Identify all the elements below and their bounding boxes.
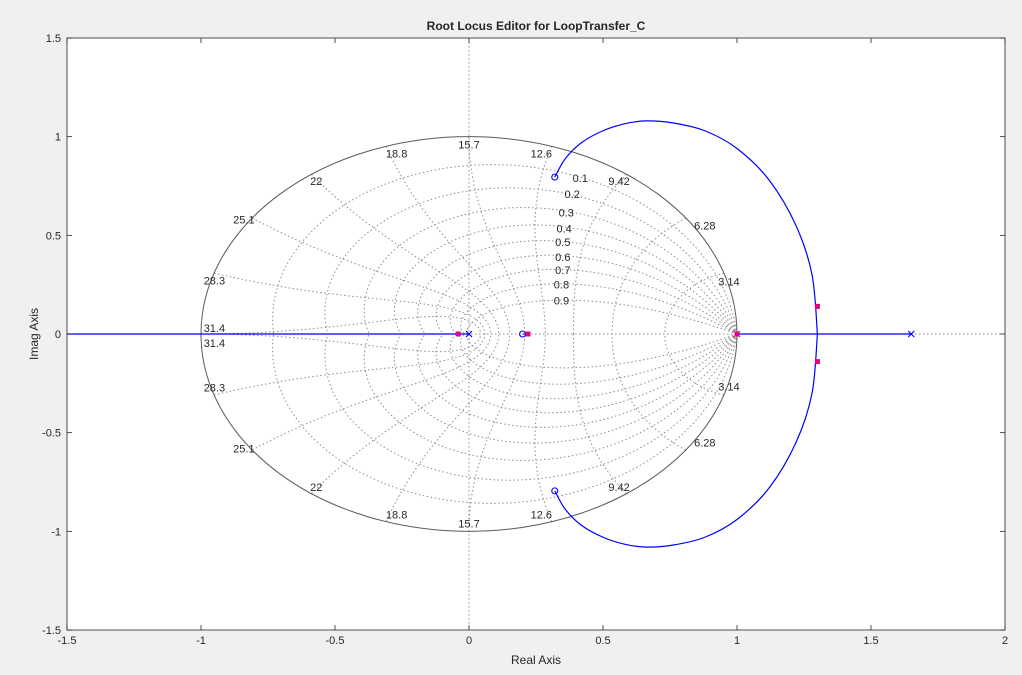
grid-label-layer: 0.1 0.2 0.3 0.4 0.5 0.60.7 0.8 0.9 3.14 3.14 6.28 6… (204, 140, 740, 531)
y-axis-label: Imag Axis (27, 308, 41, 360)
damping-curve-lower (466, 333, 738, 369)
natural-frequency-label: 6.28 (694, 220, 715, 232)
natural-frequency-label: 15.7 (458, 140, 479, 152)
natural-frequency-curve-upper (468, 136, 526, 335)
x-tick-label: -1.5 (58, 635, 77, 647)
damping-curve-upper (466, 299, 738, 335)
natural-frequency-label: 6.28 (694, 438, 715, 450)
natural-frequency-label: 15.7 (458, 518, 479, 530)
zero-marker (551, 487, 559, 495)
damping-curve-upper (393, 224, 738, 335)
x-tick-label: 1 (734, 635, 740, 647)
natural-frequency-curve-upper (311, 173, 500, 335)
closed-loop-pole-marker (455, 331, 461, 337)
damping-curve-upper (324, 187, 738, 335)
damping-label: 0.3 (559, 208, 574, 220)
y-tick-label: 1 (55, 132, 61, 144)
damping-curve-lower (435, 333, 738, 414)
marker-layer (455, 173, 915, 495)
damping-curve-lower (363, 333, 738, 461)
locus-layer (67, 120, 912, 548)
damping-curve-upper (363, 207, 738, 335)
natural-frequency-label: 22 (310, 176, 322, 188)
pole-marker-stroke (907, 330, 915, 338)
natural-frequency-label: 31.4 (204, 323, 225, 335)
natural-frequency-label: 18.8 (386, 510, 407, 522)
damping-curve-lower (393, 333, 738, 444)
damping-curve-upper (435, 254, 738, 335)
natural-frequency-curve-lower (534, 333, 553, 522)
natural-frequency-curve-lower (572, 333, 627, 494)
damping-curve-lower (460, 333, 738, 385)
natural-frequency-label: 3.14 (718, 381, 739, 393)
locus-branch (554, 333, 818, 548)
natural-frequency-label: 22 (310, 482, 322, 494)
closed-loop-pole-marker (814, 303, 820, 309)
natural-frequency-curve-lower (468, 333, 526, 532)
closed-loop-pole-marker (814, 359, 820, 365)
natural-frequency-label: 18.8 (386, 148, 407, 160)
natural-frequency-curve-upper (664, 272, 725, 335)
natural-frequency-label: 28.3 (204, 382, 225, 394)
damping-label: 0.2 (565, 189, 580, 201)
tick-layer: -1.5 -1 -0.5 0 0.5 1 1.5 2 1.5 1 0.5 0 -0.5 -1 -1.5 (42, 33, 1008, 647)
damping-curve-lower (449, 333, 738, 400)
x-tick-label: 0.5 (595, 635, 610, 647)
natural-frequency-curve-upper (611, 217, 687, 335)
natural-frequency-curve-lower (664, 333, 725, 396)
damping-curve-upper (460, 283, 738, 335)
pole-marker-stroke (465, 330, 473, 338)
pole-marker (465, 330, 473, 338)
natural-frequency-label: 31.4 (204, 338, 225, 350)
natural-frequency-label: 9.42 (608, 482, 629, 494)
natural-frequency-curve-upper (385, 146, 511, 335)
chart-title: Root Locus Editor for LoopTransfer_C (427, 19, 646, 33)
y-tick-label: -1.5 (42, 625, 61, 637)
natural-frequency-curve-lower (311, 333, 500, 495)
x-axis-label: Real Axis (511, 653, 561, 667)
natural-frequency-label: 3.14 (718, 277, 739, 289)
natural-frequency-label: 12.6 (531, 148, 552, 160)
damping-curve-upper (449, 268, 738, 335)
natural-frequency-curve-upper (534, 146, 553, 335)
natural-frequency-label: 9.42 (608, 176, 629, 188)
natural-frequency-curve-upper (572, 174, 627, 335)
damping-label: 0.5 (555, 237, 570, 249)
x-tick-label: -0.5 (326, 635, 345, 647)
y-tick-label: 0.5 (46, 230, 61, 242)
locus-branch (554, 120, 818, 335)
damping-label: 0.1 (573, 173, 588, 185)
x-tick-label: 2 (1002, 635, 1008, 647)
damping-label: 0.7 (555, 265, 570, 277)
y-tick-label: 0 (55, 329, 61, 341)
damping-label: 0.6 (555, 252, 570, 264)
y-tick-label: -0.5 (42, 428, 61, 440)
natural-frequency-label: 25.1 (233, 215, 254, 227)
damping-label: 0.8 (554, 280, 569, 292)
damping-label: 0.4 (556, 223, 571, 235)
y-tick-label: 1.5 (46, 33, 61, 45)
pole-marker (907, 330, 915, 338)
damping-label: 0.9 (554, 295, 569, 307)
y-tick-label: -1 (51, 526, 61, 538)
damping-curve-lower (324, 333, 738, 481)
natural-frequency-label: 25.1 (233, 443, 254, 455)
x-tick-label: 0 (466, 635, 472, 647)
closed-loop-pole-marker (734, 331, 740, 337)
x-tick-label: -1 (196, 635, 206, 647)
natural-frequency-curve-lower (611, 333, 687, 451)
zero-marker (551, 173, 559, 181)
natural-frequency-label: 28.3 (204, 276, 225, 288)
x-tick-label: 1.5 (863, 635, 878, 647)
natural-frequency-curve-lower (385, 333, 511, 522)
closed-loop-pole-marker (525, 331, 531, 337)
natural-frequency-label: 12.6 (531, 510, 552, 522)
